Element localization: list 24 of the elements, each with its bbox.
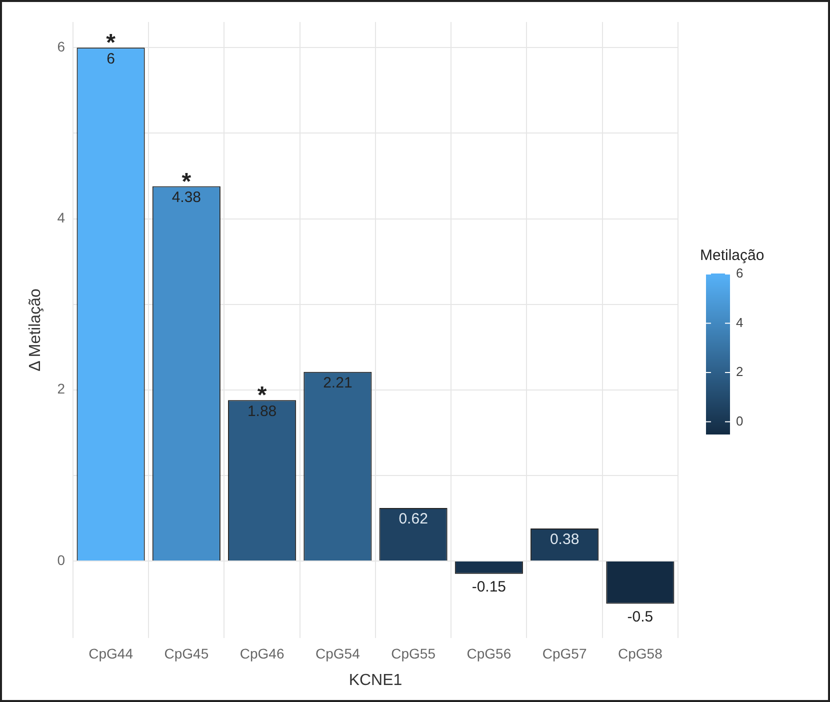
x-tick-label: CpG56: [466, 645, 512, 662]
data-label: 2.21: [323, 374, 352, 392]
x-tick-label: CpG44: [88, 645, 134, 662]
x-tick-label: CpG57: [542, 645, 587, 662]
color-bar-label: 6: [736, 266, 744, 281]
data-label: 0.62: [398, 510, 428, 528]
x-tick-label: CpG55: [391, 645, 436, 662]
color-bar-label: 2: [736, 364, 744, 380]
color-bar-label: 4: [736, 314, 744, 330]
x-tick-label: CpG54: [316, 645, 360, 662]
x-tick-label: CpG46: [240, 645, 284, 662]
y-tick-label: 0: [57, 552, 66, 568]
y-tick-label: 6: [57, 38, 66, 55]
data-label: -0.5: [627, 608, 654, 626]
y-axis-title: Δ Metilação: [27, 288, 44, 372]
y-tick-label: 4: [57, 210, 66, 226]
color-bar-title: Metilação: [700, 247, 764, 264]
color-bar-label: 0: [736, 413, 744, 428]
x-tick-label: CpG58: [618, 645, 663, 662]
data-label: 0.38: [550, 531, 580, 548]
y-tick-label: 2: [57, 380, 66, 397]
x-tick-label: CpG45: [164, 645, 209, 662]
x-axis-title: KCNE1: [348, 672, 402, 689]
data-label: -0.15: [472, 578, 506, 596]
